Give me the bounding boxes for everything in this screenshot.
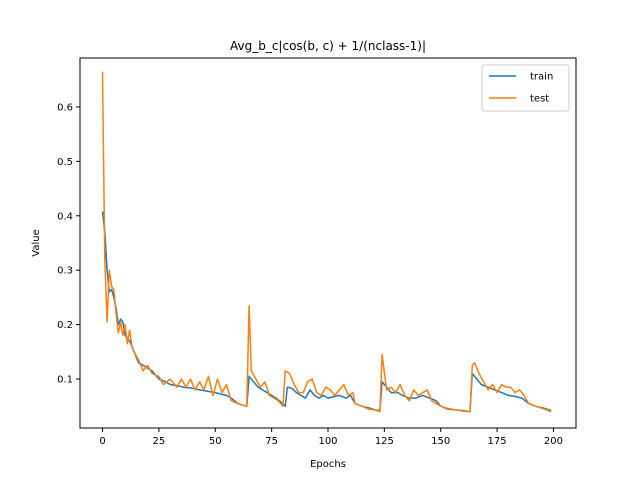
y-tick-label: 0.6 [57,102,73,113]
legend-box [481,64,570,112]
x-tick-label: 200 [544,436,563,447]
y-tick-label: 0.2 [57,320,73,331]
legend-label-train: train [530,72,553,83]
chart-title: Avg_b_c|cos(b, c) + 1/(nclass-1)| [230,39,426,53]
y-axis: 0.1 0.2 0.3 0.4 0.5 0.6 [57,102,80,386]
y-tick-label: 0.5 [57,157,73,168]
x-tick-label: 100 [318,436,337,447]
legend-label-test: test [530,94,549,105]
x-axis: 0 25 50 75 100 125 150 175 200 [99,428,563,447]
x-axis-label: Epochs [310,459,346,470]
legend: train test [481,64,570,112]
x-tick-label: 175 [488,436,507,447]
x-tick-label: 25 [153,436,166,447]
x-tick-label: 50 [209,436,222,447]
x-tick-label: 125 [375,436,394,447]
x-tick-label: 75 [265,436,278,447]
y-tick-label: 0.1 [57,375,73,386]
y-tick-label: 0.3 [57,266,73,277]
x-tick-label: 0 [99,436,105,447]
y-tick-label: 0.4 [57,211,73,222]
x-tick-label: 150 [431,436,450,447]
series-line-test [101,71,552,413]
series-layer [101,71,552,413]
y-axis-label: Value [31,229,42,256]
